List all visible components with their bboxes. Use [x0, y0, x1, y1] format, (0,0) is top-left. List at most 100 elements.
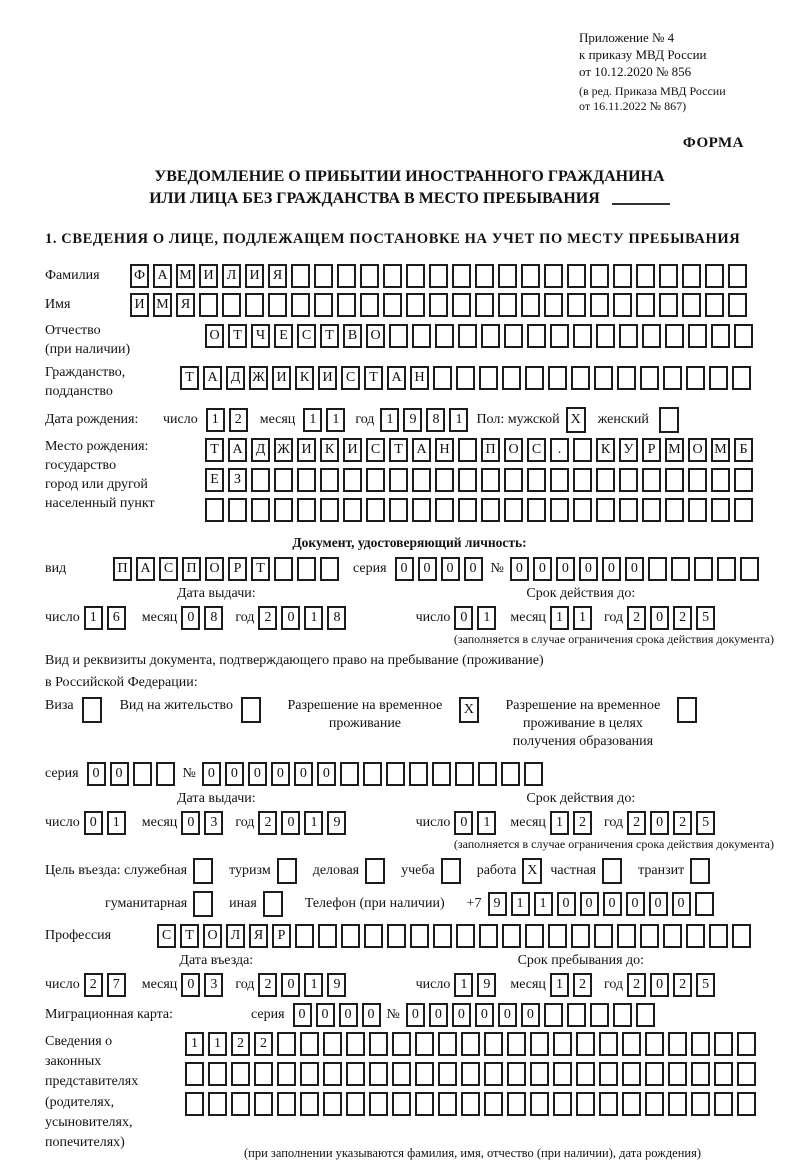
char-cell[interactable] — [479, 366, 498, 391]
char-cell[interactable]: 9 — [487, 891, 507, 916]
char-cell[interactable] — [527, 323, 546, 348]
char-cell[interactable] — [527, 468, 546, 493]
char-cell[interactable]: А — [412, 438, 431, 463]
char-cell[interactable]: Д — [226, 366, 245, 391]
char-cell[interactable] — [576, 1091, 595, 1116]
char-cell[interactable]: 0 — [578, 557, 598, 582]
char-cell[interactable]: Т — [228, 323, 247, 348]
char-cell[interactable] — [642, 323, 661, 348]
char-cell[interactable] — [484, 1091, 503, 1116]
char-cell[interactable] — [694, 891, 714, 916]
char-cell[interactable] — [504, 468, 523, 493]
char-cell[interactable] — [251, 468, 270, 493]
char-cell[interactable] — [734, 498, 753, 523]
char-cell[interactable] — [500, 761, 520, 786]
char-cell[interactable]: С — [159, 557, 178, 582]
char-cell[interactable] — [240, 697, 261, 724]
char-cell[interactable] — [81, 697, 102, 724]
char-cell[interactable]: 2 — [83, 972, 103, 997]
char-cell[interactable] — [364, 923, 383, 948]
char-cell[interactable]: 3 — [204, 810, 224, 835]
char-cell[interactable] — [498, 292, 517, 317]
char-cell[interactable] — [640, 923, 659, 948]
char-cell[interactable] — [728, 263, 747, 288]
char-cell[interactable] — [668, 1031, 687, 1056]
char-cell[interactable] — [208, 1091, 227, 1116]
char-cell[interactable]: 1 — [533, 891, 553, 916]
char-cell[interactable] — [412, 498, 431, 523]
char-cell[interactable] — [435, 498, 454, 523]
char-cell[interactable] — [665, 468, 684, 493]
char-cell[interactable] — [635, 1002, 655, 1027]
char-cell[interactable]: 0 — [624, 557, 644, 582]
char-cell[interactable]: Ч — [251, 323, 270, 348]
char-cell[interactable] — [507, 1061, 526, 1086]
char-cell[interactable] — [484, 1031, 503, 1056]
char-cell[interactable] — [714, 1091, 733, 1116]
char-cell[interactable]: 2 — [673, 972, 693, 997]
char-cell[interactable] — [438, 1031, 457, 1056]
char-cell[interactable] — [431, 761, 451, 786]
char-cell[interactable]: 0 — [650, 606, 670, 631]
char-cell[interactable] — [613, 263, 632, 288]
char-cell[interactable] — [693, 557, 713, 582]
char-cell[interactable] — [714, 1031, 733, 1056]
char-cell[interactable]: 0 — [181, 810, 201, 835]
char-cell[interactable] — [659, 263, 678, 288]
char-cell[interactable]: 0 — [451, 1002, 471, 1027]
char-cell[interactable] — [502, 366, 521, 391]
char-cell[interactable] — [507, 1031, 526, 1056]
char-cell[interactable]: 0 — [532, 557, 552, 582]
char-cell[interactable] — [573, 438, 592, 463]
char-cell[interactable] — [525, 923, 544, 948]
char-cell[interactable]: 0 — [454, 606, 474, 631]
char-cell[interactable]: 2 — [627, 972, 647, 997]
char-cell[interactable] — [530, 1031, 549, 1056]
char-cell[interactable] — [277, 1061, 296, 1086]
char-cell[interactable] — [362, 761, 382, 786]
char-cell[interactable] — [566, 1002, 586, 1027]
char-cell[interactable] — [438, 1091, 457, 1116]
char-cell[interactable] — [590, 263, 609, 288]
char-cell[interactable]: 2 — [228, 408, 248, 433]
char-cell[interactable]: 1 — [304, 606, 324, 631]
char-cell[interactable] — [596, 468, 615, 493]
char-cell[interactable]: О — [366, 323, 385, 348]
char-cell[interactable]: 0 — [247, 761, 267, 786]
char-cell[interactable] — [277, 1031, 296, 1056]
char-cell[interactable]: М — [153, 292, 172, 317]
char-cell[interactable]: 0 — [181, 606, 201, 631]
char-cell[interactable] — [504, 498, 523, 523]
char-cell[interactable] — [617, 366, 636, 391]
char-cell[interactable]: Д — [251, 438, 270, 463]
char-cell[interactable]: 0 — [650, 810, 670, 835]
char-cell[interactable]: В — [343, 323, 362, 348]
char-cell[interactable]: 0 — [428, 1002, 448, 1027]
char-cell[interactable] — [636, 292, 655, 317]
char-cell[interactable]: М — [665, 438, 684, 463]
char-cell[interactable] — [571, 366, 590, 391]
char-cell[interactable] — [709, 366, 728, 391]
char-cell[interactable] — [415, 1031, 434, 1056]
char-cell[interactable] — [369, 1091, 388, 1116]
char-cell[interactable] — [507, 1091, 526, 1116]
char-cell[interactable]: 0 — [224, 761, 244, 786]
char-cell[interactable]: X — [522, 857, 543, 884]
char-cell[interactable] — [573, 468, 592, 493]
char-cell[interactable]: Т — [180, 366, 199, 391]
char-cell[interactable] — [617, 923, 636, 948]
char-cell[interactable]: 0 — [556, 891, 576, 916]
char-cell[interactable] — [711, 468, 730, 493]
char-cell[interactable]: 0 — [440, 557, 460, 582]
char-cell[interactable]: 2 — [231, 1031, 250, 1056]
char-cell[interactable]: 5 — [696, 606, 716, 631]
char-cell[interactable] — [454, 761, 474, 786]
char-cell[interactable]: 7 — [106, 972, 126, 997]
char-cell[interactable] — [728, 292, 747, 317]
char-cell[interactable]: П — [113, 557, 132, 582]
char-cell[interactable] — [642, 498, 661, 523]
char-cell[interactable] — [245, 292, 264, 317]
char-cell[interactable]: 3 — [204, 972, 224, 997]
char-cell[interactable] — [320, 468, 339, 493]
char-cell[interactable] — [295, 923, 314, 948]
